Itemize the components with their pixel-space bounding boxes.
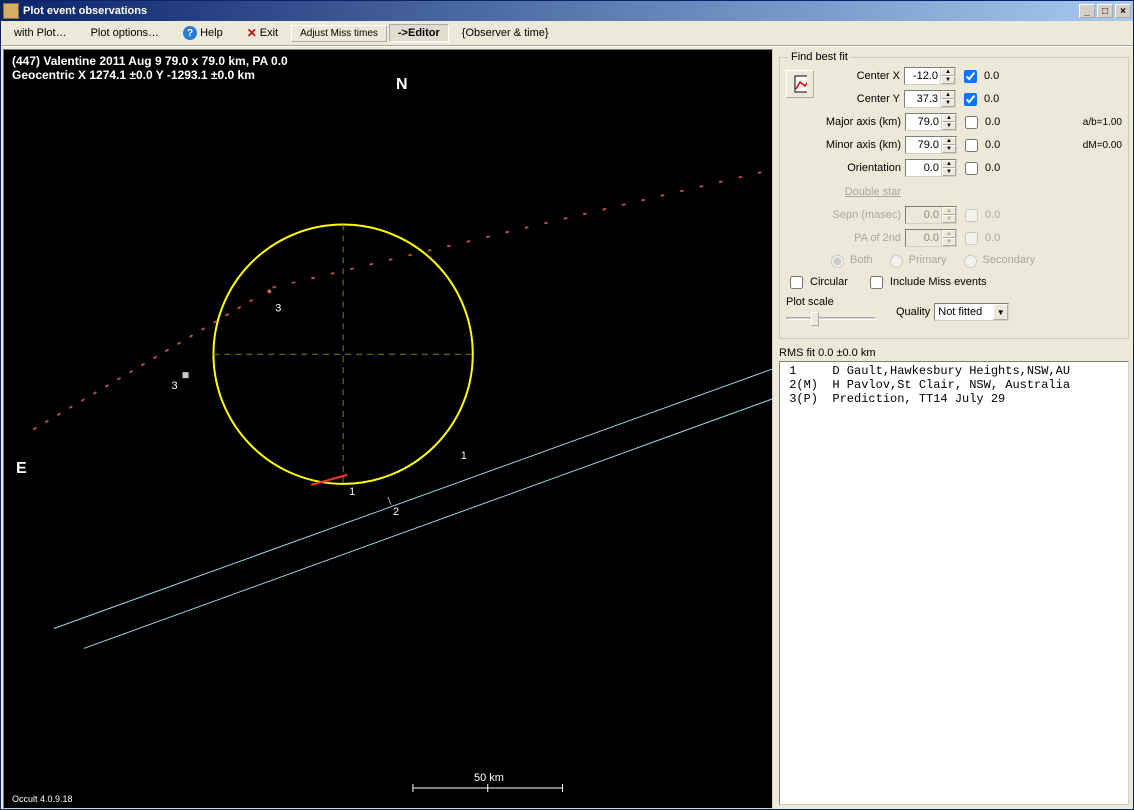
app-window: Plot event observations _ □ × with Plot…… [0,0,1134,810]
dm-label: dM=0.00 [1083,140,1122,151]
fit-icon-button[interactable] [786,70,814,98]
dropdown-icon: ▼ [993,304,1008,320]
include-miss-check[interactable] [870,276,883,289]
rms-fit-label: RMS fit 0.0 ±0.0 km [779,347,1129,359]
plot-canvas[interactable]: 1 1 2 3 3 (447) Valentine 2011 Aug 9 79.… [3,49,773,809]
maximize-button[interactable]: □ [1097,4,1113,18]
plot-svg: 1 1 2 3 3 [4,50,772,808]
minimize-button[interactable]: _ [1079,4,1095,18]
radio-both: Both [826,252,873,268]
center-x-label: Center X [820,70,900,82]
orientation-unc: 0.0 [985,162,1000,174]
pa2nd-spinner: ▲▼ [905,229,957,247]
quality-combo[interactable]: Not fitted ▼ [934,303,1009,321]
center-y-spinner[interactable]: ▲▼ [904,90,956,108]
help-label: Help [200,27,223,39]
menu-help[interactable]: ? Help [172,23,234,43]
north-label: N [396,76,408,94]
minor-axis-input[interactable] [906,137,941,153]
center-x-check[interactable] [964,70,977,83]
pa2nd-label: PA of 2nd [786,232,901,244]
svg-text:2: 2 [393,506,399,518]
exit-icon: ✕ [247,26,257,40]
center-x-unc: 0.0 [984,70,999,82]
pa2nd-unc: 0.0 [985,232,1000,244]
main-area: 1 1 2 3 3 (447) Valentine 2011 Aug 9 79.… [1,46,1133,809]
svg-text:3: 3 [275,302,281,314]
center-x-input[interactable] [905,68,940,84]
center-y-input[interactable] [905,91,940,107]
plot-header-2: Geocentric X 1274.1 ±0.0 Y -1293.1 ±0.0 … [12,68,255,82]
app-icon [3,3,19,19]
minor-axis-label: Minor axis (km) [786,139,901,151]
orientation-label: Orientation [786,162,901,174]
menu-exit[interactable]: ✕ Exit [236,23,289,43]
orientation-spinner[interactable]: ▲▼ [905,159,957,177]
orientation-input[interactable] [906,160,941,176]
plot-scale-slider[interactable] [786,308,876,328]
major-axis-label: Major axis (km) [786,116,901,128]
plot-header-1: (447) Valentine 2011 Aug 9 79.0 x 79.0 k… [12,54,288,68]
editor-button[interactable]: ->Editor [389,24,449,42]
major-axis-input[interactable] [906,114,941,130]
adjust-miss-button[interactable]: Adjust Miss times [291,25,387,42]
observations-list[interactable]: 1 D Gault,Hawkesbury Heights,NSW,AU 2(M)… [779,361,1129,805]
quality-value: Not fitted [938,306,993,318]
center-y-unc: 0.0 [984,93,999,105]
toolbar: with Plot… Plot options… ? Help ✕ Exit A… [1,21,1133,46]
menu-with-plot[interactable]: with Plot… [3,24,78,42]
titlebar: Plot event observations _ □ × [1,1,1133,21]
scale-label: 50 km [474,772,504,784]
svg-text:3: 3 [172,380,178,392]
include-miss-row[interactable]: Include Miss events [866,273,987,292]
sepn-check [965,209,978,222]
close-button[interactable]: × [1115,4,1131,18]
minor-axis-check[interactable] [965,139,978,152]
help-icon: ? [183,26,197,40]
east-label: E [16,460,27,478]
plot-scale-label: Plot scale [786,296,876,308]
exit-label: Exit [260,27,278,39]
minor-axis-unc: 0.0 [985,139,1000,151]
center-y-check[interactable] [964,93,977,106]
fit-icon [793,74,807,94]
sepn-label: Sepn (masec) [786,209,901,221]
double-star-link[interactable]: Double star [786,186,901,198]
major-axis-spinner[interactable]: ▲▼ [905,113,957,131]
version-label: Occult 4.0.9.18 [12,794,73,804]
window-buttons: _ □ × [1079,4,1131,18]
circular-check[interactable] [790,276,803,289]
svg-text:1: 1 [349,486,355,498]
orientation-check[interactable] [965,162,978,175]
major-axis-unc: 0.0 [985,116,1000,128]
menu-plot-options[interactable]: Plot options… [80,24,170,42]
pa2nd-check [965,232,978,245]
window-title: Plot event observations [23,5,1079,17]
sepn-unc: 0.0 [985,209,1000,221]
quality-label: Quality [896,306,930,318]
radio-secondary: Secondary [959,252,1036,268]
find-best-fit-group: Find best fit Center X ▲▼ 0.0 Cent [779,57,1129,339]
radio-primary: Primary [885,252,947,268]
center-y-label: Center Y [820,93,900,105]
group-legend: Find best fit [788,51,851,63]
sepn-spinner: ▲▼ [905,206,957,224]
ab-ratio: a/b=1.00 [1083,117,1122,128]
observer-time-label: {Observer & time} [451,24,560,42]
center-x-spinner[interactable]: ▲▼ [904,67,956,85]
svg-text:1: 1 [461,450,467,462]
major-axis-check[interactable] [965,116,978,129]
circular-check-row[interactable]: Circular [786,273,848,292]
side-panel: Find best fit Center X ▲▼ 0.0 Cent [775,47,1133,809]
minor-axis-spinner[interactable]: ▲▼ [905,136,957,154]
